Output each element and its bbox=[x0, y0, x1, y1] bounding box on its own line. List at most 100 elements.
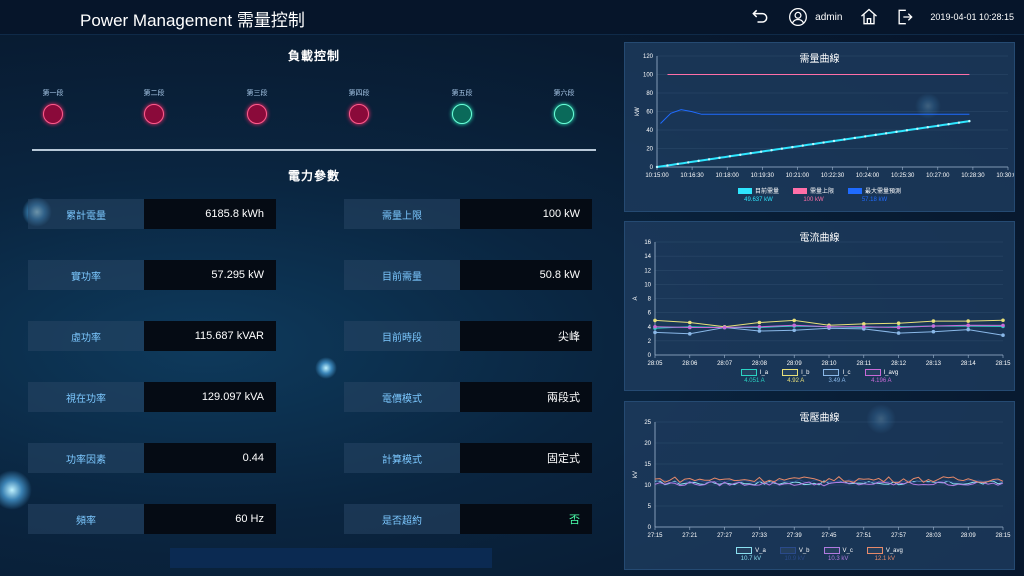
legend-item[interactable]: I_c 3.49 A bbox=[823, 369, 851, 384]
data-point bbox=[801, 144, 804, 147]
load-stage[interactable]: 第一段 bbox=[18, 88, 88, 124]
x-tick-label: 28:09 bbox=[787, 361, 803, 367]
user-name[interactable]: admin bbox=[815, 11, 843, 23]
legend-item[interactable]: I_a 4.051 A bbox=[740, 369, 769, 384]
legend-key: V_avg bbox=[866, 547, 903, 554]
home-icon[interactable] bbox=[858, 6, 880, 28]
param-label: 頻率 bbox=[28, 504, 144, 534]
load-stage-indicator[interactable] bbox=[554, 104, 574, 124]
legend-value: 10.7 kV bbox=[740, 556, 762, 562]
param-value: 50.8 kW bbox=[460, 260, 592, 290]
data-point bbox=[653, 318, 657, 323]
y-tick-label: 0 bbox=[650, 165, 654, 171]
param-label: 實功率 bbox=[28, 260, 144, 290]
param-label: 是否超約 bbox=[344, 504, 460, 534]
y-tick-label: 0 bbox=[648, 353, 652, 359]
data-point bbox=[757, 329, 762, 333]
legend-item[interactable]: I_avg 4.196 A bbox=[864, 369, 898, 384]
load-stage[interactable]: 第三段 bbox=[222, 88, 292, 124]
data-point bbox=[653, 324, 657, 329]
legend-item[interactable]: I_b 4.92 A bbox=[782, 369, 809, 384]
y-tick-label: 12 bbox=[644, 268, 651, 274]
data-point bbox=[757, 320, 762, 325]
y-tick-label: 6 bbox=[648, 311, 652, 317]
voltage-chart-panel: 電壓曲線 0 5 10 15 20 25 kV 27:15 27:21 27:27 27:33 27:… bbox=[624, 401, 1015, 570]
load-stage-label: 第四段 bbox=[348, 90, 370, 97]
legend-name: I_a bbox=[759, 369, 769, 376]
legend-key: 目前需量 bbox=[737, 186, 779, 195]
legend-swatch bbox=[779, 547, 796, 554]
y-tick-label: 25 bbox=[644, 420, 651, 426]
param-label: 計算模式 bbox=[344, 443, 460, 473]
param-value: 否 bbox=[460, 504, 592, 534]
data-point bbox=[931, 324, 936, 328]
data-point bbox=[832, 139, 836, 143]
data-point bbox=[957, 121, 961, 124]
load-stage[interactable]: 第六段 bbox=[529, 88, 599, 124]
data-point bbox=[966, 327, 970, 332]
data-point bbox=[853, 136, 857, 140]
chart-legend: V_a 10.7 kV V_b 10.9 kV V_c 10.3 kV V_avg 12.1 … bbox=[625, 547, 1014, 562]
x-tick-label: 28:09 bbox=[961, 533, 977, 539]
legend-key: V_c bbox=[823, 547, 853, 554]
load-stage-label: 第五段 bbox=[451, 90, 473, 97]
load-stage-indicator[interactable] bbox=[144, 104, 164, 124]
data-point bbox=[792, 323, 796, 328]
legend-key: V_b bbox=[779, 547, 810, 554]
legend-item[interactable]: V_b 10.9 kV bbox=[779, 547, 810, 562]
load-stage[interactable]: 第四段 bbox=[324, 88, 394, 124]
param-label: 累計電量 bbox=[28, 199, 144, 229]
data-point bbox=[688, 320, 692, 325]
param-value: 固定式 bbox=[460, 443, 592, 473]
load-stage[interactable]: 第五段 bbox=[427, 88, 497, 124]
legend-value: 4.92 A bbox=[787, 378, 805, 384]
data-point bbox=[843, 138, 846, 141]
data-point bbox=[895, 130, 898, 134]
data-point bbox=[947, 122, 950, 126]
load-stage-indicator[interactable] bbox=[247, 104, 267, 124]
legend-item[interactable]: 需量上限 100 kW bbox=[792, 186, 834, 203]
data-point bbox=[1001, 323, 1005, 328]
legend-item[interactable]: V_c 10.3 kV bbox=[823, 547, 853, 562]
bottom-scroll-strip[interactable] bbox=[170, 548, 492, 568]
series-line bbox=[660, 109, 970, 124]
legend-swatch bbox=[866, 547, 883, 554]
legend-item[interactable]: V_a 10.7 kV bbox=[736, 547, 766, 562]
logout-icon[interactable] bbox=[894, 6, 916, 28]
y-tick-label: 40 bbox=[646, 128, 653, 134]
param-row-power-factor: 功率因素 0.44 bbox=[28, 443, 276, 473]
x-tick-label: 27:27 bbox=[717, 533, 733, 539]
load-stage-indicator[interactable] bbox=[349, 104, 369, 124]
param-value: 100 kW bbox=[460, 199, 592, 229]
data-point bbox=[780, 147, 784, 150]
param-row-frequency: 頻率 60 Hz bbox=[28, 504, 276, 534]
load-stage-indicator[interactable] bbox=[43, 104, 63, 124]
legend-item[interactable]: 目前需量 49.637 kW bbox=[737, 186, 779, 203]
data-point bbox=[749, 152, 752, 155]
y-tick-label: 10 bbox=[644, 282, 651, 288]
chart-title: 需量曲線 bbox=[799, 54, 840, 65]
param-row-time-period: 目前時段 尖峰 bbox=[344, 321, 592, 351]
datetime: 2019-04-01 10:28:15 bbox=[930, 12, 1014, 22]
back-icon[interactable] bbox=[749, 6, 771, 28]
y-axis-label: kV bbox=[633, 471, 639, 478]
param-row-apparent-power: 視在功率 129.097 kVA bbox=[28, 382, 276, 412]
y-tick-label: 20 bbox=[644, 441, 651, 447]
legend-item[interactable]: 最大需量預測 57.18 kW bbox=[848, 186, 901, 203]
x-tick-label: 27:51 bbox=[856, 533, 872, 539]
data-point bbox=[697, 159, 700, 163]
load-stage-label: 第三段 bbox=[246, 90, 268, 97]
x-tick-label: 10:19:30 bbox=[751, 173, 775, 179]
param-value: 尖峰 bbox=[460, 321, 592, 351]
load-stage-indicator[interactable] bbox=[452, 104, 472, 124]
legend-item[interactable]: V_avg 12.1 kV bbox=[866, 547, 903, 562]
load-stage[interactable]: 第二段 bbox=[119, 88, 189, 124]
data-point bbox=[931, 319, 936, 323]
y-tick-label: 8 bbox=[648, 297, 652, 303]
chart-legend: I_a 4.051 A I_b 4.92 A I_c 3.49 A I_avg 4.196 A bbox=[625, 369, 1014, 384]
legend-value: 12.1 kV bbox=[874, 556, 896, 562]
data-point bbox=[688, 325, 692, 330]
user-icon[interactable] bbox=[787, 6, 809, 28]
background-glow bbox=[315, 357, 337, 379]
legend-name: 最大需量預測 bbox=[865, 189, 902, 195]
